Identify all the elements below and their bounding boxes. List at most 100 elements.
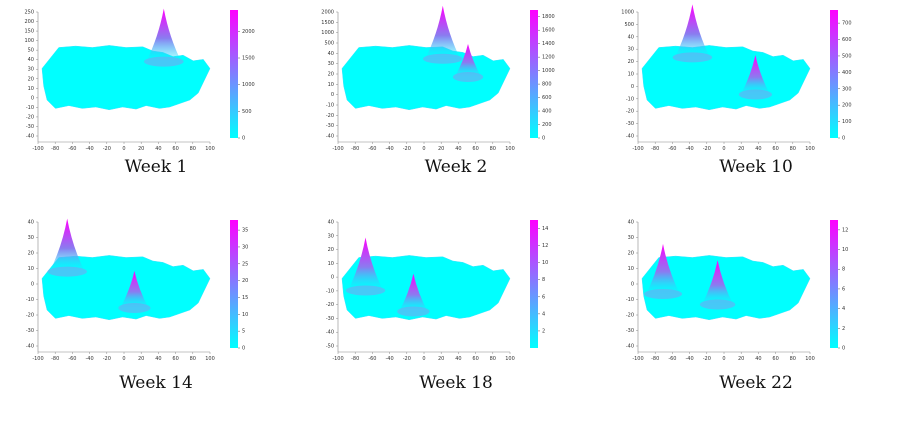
peak-mark bbox=[454, 44, 482, 78]
peak-base bbox=[144, 56, 184, 67]
colorbar-tick-label: 0 bbox=[542, 136, 545, 142]
z-tick-label: 40 bbox=[328, 220, 334, 226]
x-tick-label: 20 bbox=[738, 146, 744, 152]
colorbar-gradient bbox=[230, 10, 238, 138]
colorbar-tick-label: 400 bbox=[842, 70, 852, 76]
x-tick-label: -20 bbox=[403, 356, 411, 362]
z-tick-label: 500 bbox=[324, 41, 334, 47]
z-tick-label: 0 bbox=[31, 282, 34, 288]
x-tick-label: 20 bbox=[138, 356, 144, 362]
x-tick-label: 20 bbox=[438, 356, 444, 362]
colorbar-tick-label: 10 bbox=[542, 260, 548, 266]
z-tick-label: -30 bbox=[626, 121, 634, 127]
colorbar-tick-label: 100 bbox=[842, 119, 852, 125]
x-tick-label: 40 bbox=[755, 356, 761, 362]
x-tick-label: 60 bbox=[472, 356, 478, 362]
z-tick-label: -20 bbox=[26, 114, 34, 120]
colorbar-tick-label: 6 bbox=[842, 286, 845, 292]
colorbar-tick-label: 0 bbox=[842, 136, 845, 142]
x-tick-label: 40 bbox=[155, 356, 161, 362]
panel-caption: Week 18 bbox=[419, 373, 493, 393]
z-tick-label: 30 bbox=[28, 235, 34, 241]
z-tick-label: 20 bbox=[628, 251, 634, 257]
x-tick-label: 100 bbox=[805, 146, 815, 152]
z-tick-label: -30 bbox=[326, 123, 334, 129]
island-surface bbox=[641, 45, 811, 111]
x-tick-label: -80 bbox=[351, 356, 359, 362]
z-tick-label: 30 bbox=[328, 233, 334, 239]
x-tick-label: -80 bbox=[51, 356, 59, 362]
x-tick-label: 0 bbox=[122, 146, 125, 152]
x-tick-label: -20 bbox=[403, 146, 411, 152]
peak-base bbox=[699, 299, 736, 310]
axes: -100 -80 -60 -40 -20 0 20 40 60 80 100-40-30-20-10… bbox=[621, 10, 815, 153]
peak-mark bbox=[740, 55, 771, 96]
colorbar-tick-label: 12 bbox=[542, 243, 548, 249]
peak-base bbox=[47, 266, 87, 277]
x-tick-label: -80 bbox=[651, 146, 659, 152]
x-tick-label: -80 bbox=[651, 356, 659, 362]
z-tick-label: -20 bbox=[326, 113, 334, 119]
axes: -100 -80 -60 -40 -20 0 20 40 60 80 100-50-40-30-20… bbox=[326, 220, 515, 363]
colorbar-gradient bbox=[530, 10, 538, 138]
peak-base bbox=[345, 285, 386, 296]
z-tick-label: 30 bbox=[28, 67, 34, 73]
x-tick-label: 80 bbox=[790, 356, 796, 362]
x-tick-label: 0 bbox=[422, 356, 425, 362]
z-tick-label: 100 bbox=[24, 38, 34, 44]
z-tick-label: -40 bbox=[326, 330, 334, 336]
colorbar: 0 200 400 600 800 1000 1200 1400 1600 1800 bbox=[530, 10, 555, 142]
colorbar-tick-label: 800 bbox=[542, 82, 552, 88]
surface-plot: -100 -80 -60 -40 -20 0 20 40 60 80 100-40-30-20-10… bbox=[626, 220, 849, 363]
x-tick-label: -60 bbox=[668, 356, 676, 362]
x-tick-label: -60 bbox=[368, 146, 376, 152]
colorbar-tick-label: 1800 bbox=[542, 14, 555, 20]
peak-mark bbox=[701, 260, 734, 306]
z-tick-label: 40 bbox=[28, 57, 34, 63]
x-tick-label: -100 bbox=[32, 146, 43, 152]
x-tick-label: 80 bbox=[190, 356, 196, 362]
z-tick-label: -50 bbox=[326, 344, 334, 350]
x-tick-label: -40 bbox=[686, 356, 694, 362]
colorbar-tick-label: 0 bbox=[242, 346, 245, 352]
colorbar-tick-label: 5 bbox=[242, 329, 245, 335]
z-tick-label: 20 bbox=[28, 251, 34, 257]
colorbar-tick-label: 25 bbox=[242, 261, 248, 267]
x-tick-label: 60 bbox=[472, 146, 478, 152]
peak-base bbox=[452, 72, 484, 82]
x-tick-label: -100 bbox=[332, 146, 343, 152]
axes: -100 -80 -60 -40 -20 0 20 40 60 80 100-40-30-20-10… bbox=[321, 10, 515, 153]
x-tick-label: -40 bbox=[386, 146, 394, 152]
colorbar-tick-label: 1000 bbox=[542, 68, 555, 74]
colorbar-tick-label: 700 bbox=[842, 21, 852, 27]
peak-mark bbox=[49, 218, 86, 273]
z-tick-label: 50 bbox=[28, 48, 34, 54]
colorbar-tick-label: 300 bbox=[842, 86, 852, 92]
x-tick-label: 40 bbox=[155, 146, 161, 152]
z-tick-label: 0 bbox=[31, 95, 34, 101]
colorbar-tick-label: 200 bbox=[842, 103, 852, 109]
z-tick-label: 10 bbox=[28, 266, 34, 272]
colorbar: 0 500 1000 1500 2000 bbox=[230, 10, 255, 142]
peak-mark bbox=[119, 271, 150, 309]
chart-panel: -100 -80 -60 -40 -20 0 20 40 60 80 100 -50 -40 -30 -20… bbox=[310, 214, 610, 421]
z-tick-label: 500 bbox=[624, 22, 634, 28]
x-tick-label: 0 bbox=[122, 356, 125, 362]
z-tick-label: 1000 bbox=[621, 10, 634, 16]
z-tick-label: -40 bbox=[626, 344, 634, 350]
x-tick-label: -20 bbox=[103, 356, 111, 362]
x-tick-label: -20 bbox=[703, 146, 711, 152]
x-tick-label: 0 bbox=[422, 146, 425, 152]
x-tick-label: -60 bbox=[68, 146, 76, 152]
surface-plot: -100 -80 -60 -40 -20 0 20 40 60 80 100-40-30-20-10… bbox=[24, 8, 255, 152]
peak-base bbox=[397, 306, 430, 317]
surface-plot: -100 -80 -60 -40 -20 0 20 40 60 80 100-40-30-20-10… bbox=[26, 218, 248, 362]
colorbar-tick-label: 1400 bbox=[542, 41, 555, 47]
colorbar-tick-label: 2 bbox=[842, 326, 845, 332]
panel-caption: Week 1 bbox=[124, 157, 188, 177]
z-tick-label: 40 bbox=[628, 220, 634, 226]
z-tick-label: 30 bbox=[628, 235, 634, 241]
x-tick-label: 0 bbox=[722, 356, 725, 362]
z-tick-label: 30 bbox=[328, 61, 334, 67]
x-tick-label: -60 bbox=[68, 356, 76, 362]
